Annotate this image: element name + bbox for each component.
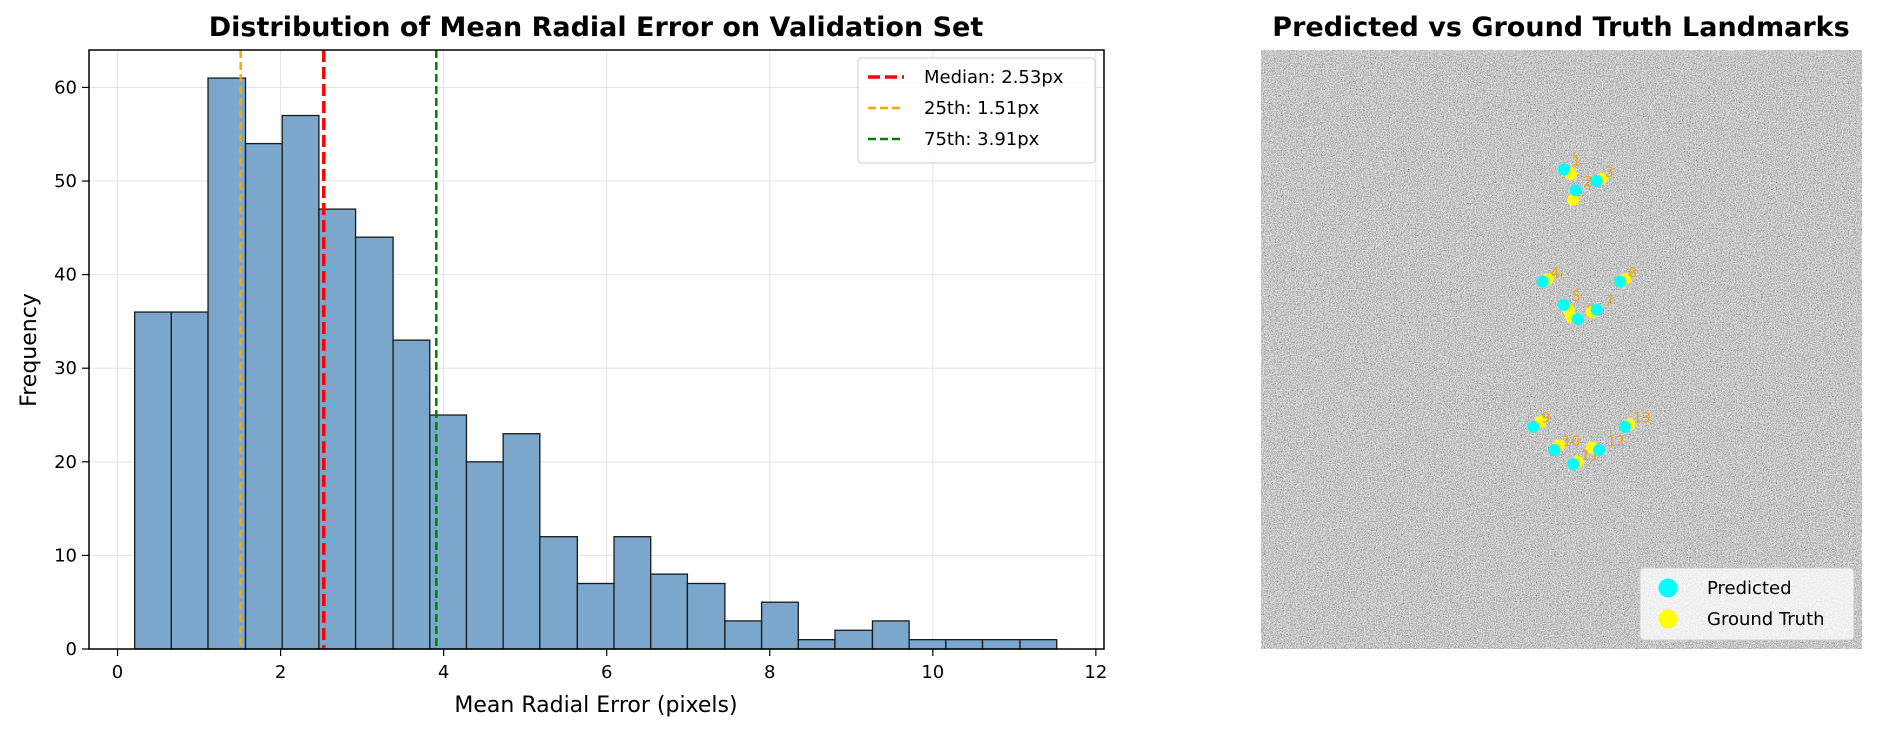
histogram-panel: Distribution of Mean Radial Error on Val… <box>17 12 1107 718</box>
landmark-label: 1 <box>1572 153 1581 169</box>
histogram-bar <box>1019 638 1058 650</box>
ground-truth-point <box>1567 193 1580 206</box>
predicted-point <box>1614 275 1627 288</box>
histogram-bars <box>134 77 1058 650</box>
predicted-point <box>1557 299 1570 312</box>
histogram-bar <box>945 638 984 650</box>
histogram-title: Distribution of Mean Radial Error on Val… <box>209 12 984 43</box>
predicted-point <box>1557 163 1570 176</box>
histogram-bar <box>650 573 689 650</box>
histogram-bar <box>686 582 726 650</box>
landmark-points: 12345678910111213 <box>1527 153 1651 471</box>
legend-box <box>857 57 1096 164</box>
histogram-legend: Median: 2.53px 25th: 1.51px 75th: 3.91px <box>857 57 1096 164</box>
landmark-legend-box <box>1639 567 1855 641</box>
histogram-bar <box>871 620 910 650</box>
landmark-label: 8 <box>1628 266 1637 282</box>
histogram-bar <box>281 114 320 650</box>
histogram-bar <box>576 582 615 650</box>
histogram-bar <box>981 638 1021 650</box>
landmark-label: 4 <box>1551 266 1560 282</box>
y-axis-label: Frequency <box>17 293 42 407</box>
x-tick-label: 2 <box>275 662 286 683</box>
histogram-bar <box>244 142 283 650</box>
landmark-label: 9 <box>1541 411 1550 427</box>
predicted-point <box>1536 275 1549 288</box>
x-tick-label: 12 <box>1084 662 1107 683</box>
histogram-plot-frame <box>88 49 1105 650</box>
landmark-legend-label: Ground Truth <box>1707 609 1825 630</box>
histogram-bar <box>834 629 874 650</box>
landmark-label: 7 <box>1605 294 1614 310</box>
predicted-point <box>1548 444 1561 457</box>
landmark-legend-label: Predicted <box>1707 578 1792 599</box>
landmark-label: 12 <box>1607 434 1625 450</box>
histogram-bar <box>502 433 541 650</box>
landmark-label: 2 <box>1584 174 1593 190</box>
y-tick-label: 30 <box>54 358 77 379</box>
predicted-point <box>1593 444 1606 457</box>
y-axis-ticks: 0 10 20 30 40 50 60 <box>54 77 89 660</box>
y-tick-label: 20 <box>54 452 77 473</box>
predicted-point <box>1571 313 1584 326</box>
landmark-label: 10 <box>1562 434 1580 450</box>
reference-lines <box>239 50 438 649</box>
predicted-point <box>1567 458 1580 471</box>
y-tick-label: 40 <box>54 265 77 286</box>
landmark-panel: Predicted vs Ground Truth Landmarks 1234… <box>1261 12 1862 649</box>
y-tick-label: 60 <box>54 77 77 98</box>
histogram-bar <box>724 620 763 650</box>
predicted-point <box>1618 420 1631 433</box>
y-tick-label: 10 <box>54 545 77 566</box>
x-tick-label: 8 <box>764 662 775 683</box>
histogram-bar <box>760 601 799 650</box>
landmark-legend: Predicted Ground Truth <box>1639 567 1855 641</box>
landmark-title: Predicted vs Ground Truth Landmarks <box>1272 12 1849 43</box>
landmark-legend-marker <box>1658 578 1678 598</box>
landmark-label: 5 <box>1572 289 1581 305</box>
predicted-point <box>1569 184 1582 197</box>
histogram-bar <box>134 311 172 650</box>
histogram-bar <box>170 311 209 650</box>
landmark-legend-marker <box>1658 609 1678 629</box>
legend-label: 25th: 1.51px <box>924 98 1040 119</box>
noise-image <box>1261 50 1862 649</box>
x-axis-label: Mean Radial Error (pixels) <box>454 693 737 718</box>
legend-label: Median: 2.53px <box>924 67 1064 88</box>
x-tick-label: 6 <box>601 662 612 683</box>
x-axis-ticks: 0 2 4 6 8 10 12 <box>112 649 1107 683</box>
landmark-label: 3 <box>1605 165 1614 181</box>
x-tick-label: 10 <box>921 662 944 683</box>
histogram-bar <box>539 536 578 650</box>
landmark-label: 13 <box>1633 411 1651 427</box>
x-tick-label: 0 <box>112 662 123 683</box>
predicted-point <box>1527 420 1540 433</box>
histogram-bar <box>908 638 947 650</box>
predicted-point <box>1590 303 1603 316</box>
histogram-bar <box>613 536 652 650</box>
histogram-bar <box>354 236 394 650</box>
histogram-bar <box>392 339 431 650</box>
predicted-point <box>1590 175 1603 188</box>
legend-label: 75th: 3.91px <box>924 129 1040 150</box>
histogram-bar <box>797 638 836 650</box>
histogram-bar <box>465 461 504 650</box>
y-tick-label: 50 <box>54 171 77 192</box>
y-tick-label: 0 <box>66 639 77 660</box>
x-tick-label: 4 <box>438 662 449 683</box>
